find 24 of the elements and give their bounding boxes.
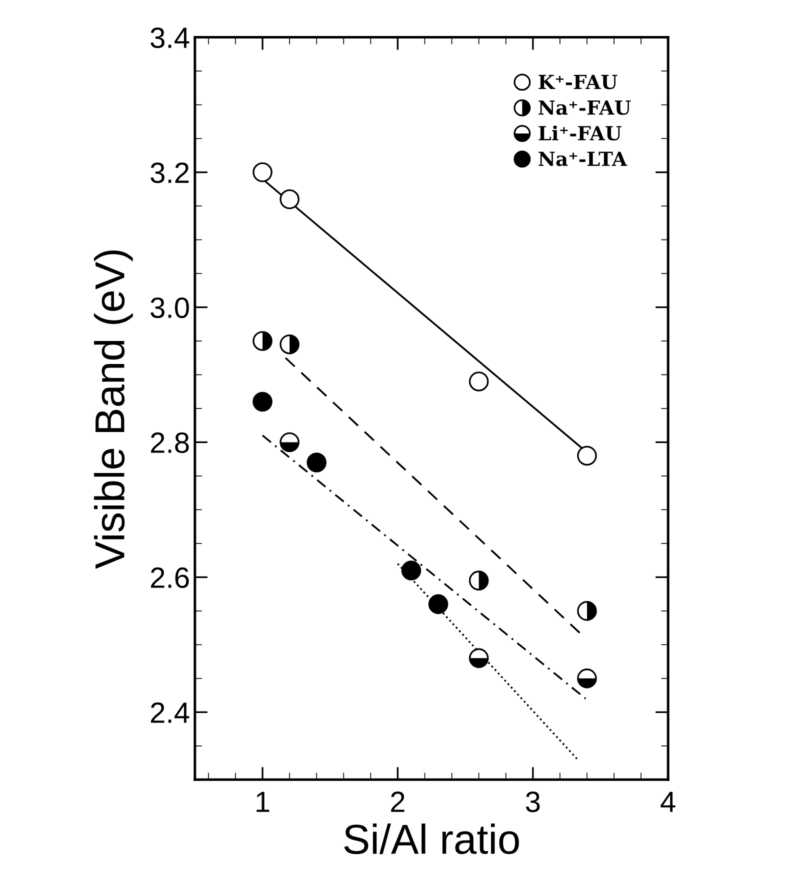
y-tick-label: 3.4 [150, 28, 190, 48]
y-tick-label: 3.0 [150, 297, 189, 318]
legend-label: K⁺-FAU [538, 74, 618, 90]
legend-label: Li⁺-FAU [538, 125, 622, 141]
y-axis-title: Visible Band (eV) [94, 250, 133, 569]
legend-label: Na⁺-LTA [538, 152, 628, 166]
y-tick-label: 2.4 [150, 702, 190, 723]
point [306, 452, 326, 472]
y-tick-label: 2.6 [150, 567, 189, 588]
point [252, 162, 272, 182]
y-tick-label: 2.8 [150, 432, 189, 454]
x-tick-label: 3 [526, 792, 540, 812]
point [401, 560, 422, 580]
y-tick-label: 3.2 [150, 162, 189, 184]
x-tick-label: 1 [256, 792, 270, 812]
point [280, 189, 300, 210]
point [252, 392, 272, 412]
x-tick-label: 2 [391, 792, 404, 812]
point [428, 594, 448, 614]
point [468, 372, 489, 392]
legend-label: Na⁺-FAU [538, 100, 631, 115]
x-tick-label: 4 [660, 792, 676, 812]
point [577, 446, 597, 466]
x-axis-title: Si/Al ratio [344, 824, 519, 854]
